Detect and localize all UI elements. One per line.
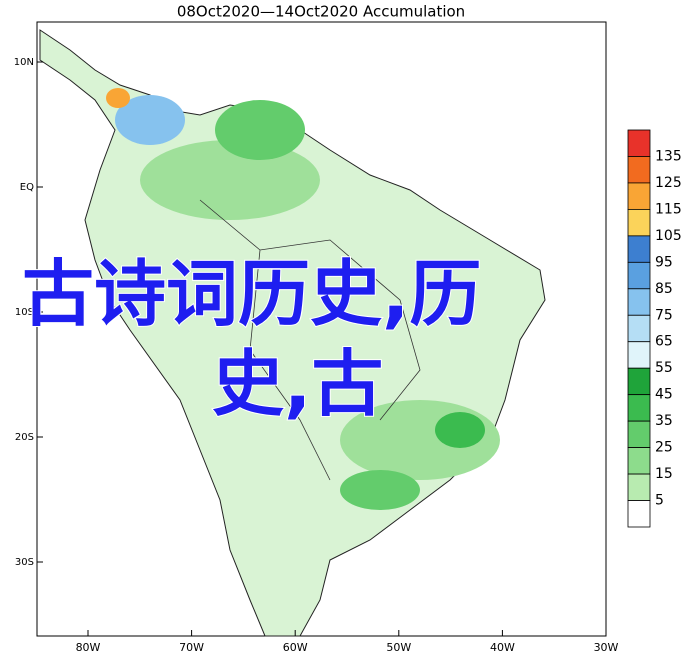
legend-label: 115 [655,201,682,217]
legend-label: 85 [655,281,673,297]
lat-label: EQ [20,182,34,193]
legend-label: 75 [655,307,673,323]
color-box [627,261,651,290]
legend-label: 15 [655,466,673,482]
legend-label: 25 [655,440,673,456]
lon-label: 70W [179,641,204,654]
color-box [627,394,651,422]
overlay-text: 史,古 [211,342,384,426]
color-box [627,447,651,475]
legend-label: 125 [655,175,682,191]
color-box [627,314,651,343]
lat-label: 20S [15,432,34,443]
color-box [627,156,651,184]
legend-label: 45 [655,387,673,403]
legend-label: 5 [655,493,664,509]
lon-label: 80W [76,641,101,654]
color-box [627,235,651,263]
color-box [627,341,651,369]
color-bar: 135 125 115 105 95 85 75 65 55 45 35 25 15 5 [627,129,682,528]
legend-label: 135 [655,148,682,164]
lon-label: 40W [490,641,515,654]
color-box [627,420,651,448]
lat-label: 30S [15,557,34,568]
map-title: 08Oct2020—14Oct2020 Accumulation [177,3,465,21]
color-box [627,500,651,528]
rain-area [140,140,320,220]
overlay-text: 古诗词历史,历 [21,252,482,336]
color-box [627,182,651,210]
legend-label: 65 [655,334,673,350]
color-box [627,367,651,396]
rain-area [215,100,305,160]
lon-label: 30W [594,641,619,654]
lat-label: 10N [14,57,34,68]
rain-area [340,470,420,510]
lon-label: 60W [283,641,308,654]
color-box [627,208,651,237]
legend-label: 105 [655,228,682,244]
lat-label: 10S [15,307,34,318]
rain-area [106,88,130,108]
color-box [627,288,651,316]
legend-label: 55 [655,360,673,376]
axes: 80W 70W 60W 50W 40W 30W 10N EQ 10S 20S 30S [14,57,619,654]
borders [199,199,421,481]
legend-label: 95 [655,254,673,270]
map-area [36,21,607,637]
rain-area [435,412,485,448]
lon-label: 50W [386,641,411,654]
rain-area [115,95,185,145]
color-box [627,473,651,501]
legend-label: 35 [655,413,673,429]
color-box [627,129,651,157]
